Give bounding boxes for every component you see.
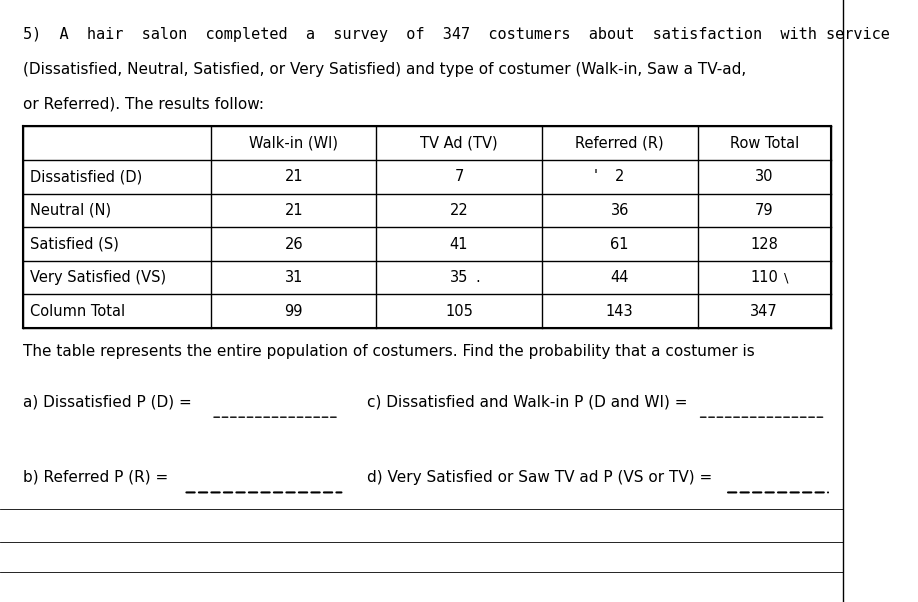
Text: 5)  A  hair  salon  completed  a  survey  of  347  costumers  about  satisfactio: 5) A hair salon completed a survey of 34… xyxy=(23,27,890,42)
Text: The table represents the entire population of costumers. Find the probability th: The table represents the entire populati… xyxy=(23,344,755,359)
Text: or Referred). The results follow:: or Referred). The results follow: xyxy=(23,97,264,112)
Text: 128: 128 xyxy=(750,237,778,252)
Text: Referred (R): Referred (R) xyxy=(576,135,664,150)
Text: a) Dissatisfied P (D) =: a) Dissatisfied P (D) = xyxy=(23,394,192,409)
Text: b) Referred P (R) =: b) Referred P (R) = xyxy=(23,470,168,485)
Text: 21: 21 xyxy=(285,169,303,184)
Text: c) Dissatisfied and Walk-in P (D and WI) =: c) Dissatisfied and Walk-in P (D and WI)… xyxy=(367,394,688,409)
Text: 99: 99 xyxy=(285,304,303,319)
Text: Neutral (N): Neutral (N) xyxy=(30,203,111,218)
Text: 31: 31 xyxy=(285,270,303,285)
Text: 105: 105 xyxy=(445,304,473,319)
Text: 22: 22 xyxy=(450,203,468,218)
Text: Very Satisfied (VS): Very Satisfied (VS) xyxy=(30,270,166,285)
Text: 347: 347 xyxy=(750,304,778,319)
Text: 35: 35 xyxy=(450,270,468,285)
Text: 21: 21 xyxy=(285,203,303,218)
Text: ': ' xyxy=(594,169,598,184)
Text: 110: 110 xyxy=(750,270,778,285)
Text: 36: 36 xyxy=(610,203,629,218)
Text: 143: 143 xyxy=(606,304,633,319)
Text: Row Total: Row Total xyxy=(730,135,799,150)
Text: Column Total: Column Total xyxy=(30,304,126,319)
Text: TV Ad (TV): TV Ad (TV) xyxy=(420,135,498,150)
Text: 2: 2 xyxy=(615,169,624,184)
Text: 79: 79 xyxy=(755,203,774,218)
Text: \: \ xyxy=(785,271,789,284)
Text: Walk-in (WI): Walk-in (WI) xyxy=(250,135,338,150)
Text: Satisfied (S): Satisfied (S) xyxy=(30,237,119,252)
Text: 30: 30 xyxy=(755,169,774,184)
Text: 61: 61 xyxy=(610,237,629,252)
Text: 7: 7 xyxy=(454,169,464,184)
Text: 26: 26 xyxy=(285,237,303,252)
Text: .: . xyxy=(476,270,480,285)
Text: Dissatisfied (D): Dissatisfied (D) xyxy=(30,169,142,184)
Text: 41: 41 xyxy=(450,237,468,252)
Text: d) Very Satisfied or Saw TV ad P (VS or TV) =: d) Very Satisfied or Saw TV ad P (VS or … xyxy=(367,470,712,485)
Text: 44: 44 xyxy=(610,270,629,285)
Text: (Dissatisfied, Neutral, Satisfied, or Very Satisfied) and type of costumer (Walk: (Dissatisfied, Neutral, Satisfied, or Ve… xyxy=(23,62,746,77)
